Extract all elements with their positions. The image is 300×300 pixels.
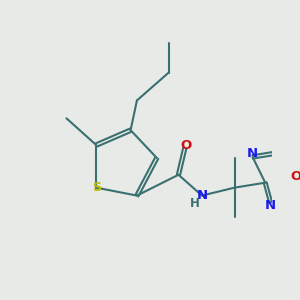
Text: S: S	[92, 181, 101, 194]
Text: O: O	[291, 170, 300, 183]
Text: N: N	[196, 189, 208, 202]
Text: N: N	[247, 148, 258, 160]
Text: O: O	[181, 139, 192, 152]
Text: N: N	[265, 199, 276, 212]
Text: H: H	[190, 197, 200, 210]
